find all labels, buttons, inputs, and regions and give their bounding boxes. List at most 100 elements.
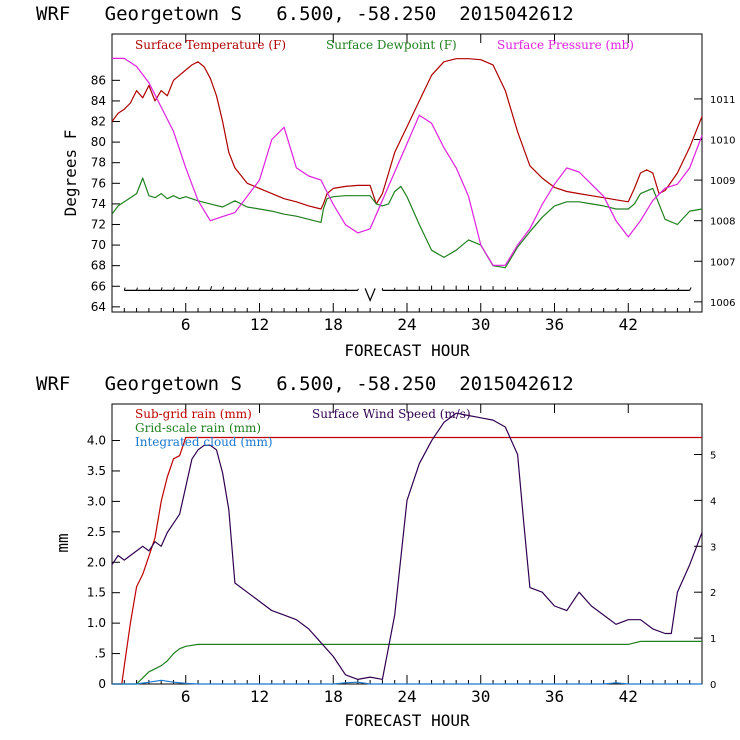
x-tick-label: 6 [181, 315, 191, 334]
y-tick-label: 66 [91, 279, 106, 293]
y2-tick-label: 2 [710, 588, 716, 599]
grid-scale-rain-line [112, 640, 702, 685]
wind-barb [234, 287, 237, 291]
x-tick-label: 12 [250, 687, 269, 706]
legend-integrated-cloud: Integrated cloud (mm) [135, 435, 273, 449]
x-axis-label: FORECAST HOUR [344, 341, 470, 360]
surface-pressure-line [112, 57, 703, 266]
temperature-panel: WRF Georgetown S 6.500, -58.250 20150426… [36, 3, 735, 360]
precipitation-panel: WRF Georgetown S 6.500, -58.250 20150426… [36, 373, 716, 730]
wind-barb [148, 287, 151, 291]
wind-barb [652, 287, 656, 291]
legend-gridscale-rain: Grid-scale rain (mm) [135, 421, 261, 435]
y-tick-label: 3.0 [87, 494, 106, 508]
wind-barb [603, 287, 607, 291]
surface-wind-speed-line [111, 412, 703, 681]
y-tick-label: 68 [91, 259, 106, 273]
x-tick-label: 6 [181, 687, 191, 706]
y-tick-label: 1.5 [87, 586, 106, 600]
x-tick-label: 36 [545, 315, 564, 334]
y-tick-label: 82 [91, 115, 106, 129]
calm-wind-marker [364, 288, 376, 302]
x-tick-label: 36 [545, 687, 564, 706]
y-axis-right: 0 1 2 3 4 5 [694, 450, 716, 691]
wind-barb [185, 286, 188, 291]
y-tick-label: 72 [91, 217, 106, 231]
wind-barb [172, 287, 175, 291]
y-tick-label: 86 [91, 73, 106, 87]
wind-barb [283, 287, 286, 291]
integrated-cloud-line [112, 679, 702, 685]
surface-dewpoint-line [111, 177, 703, 269]
plot-frame [111, 33, 703, 313]
y-axis-label: mm [53, 533, 72, 552]
y2-tick-label: 3 [710, 542, 716, 553]
series-group [111, 412, 703, 685]
y2-tick-label: 5 [710, 450, 716, 461]
y-axis-label: Degrees F [61, 130, 80, 217]
y-tick-label: 84 [91, 94, 106, 108]
wind-barb [676, 287, 680, 291]
y-tick-label: 2.0 [87, 555, 106, 569]
wind-barb [541, 287, 544, 291]
y-axis-right: 1006 1007 1008 1009 1010 1011 [694, 95, 735, 309]
wind-barb [209, 286, 213, 291]
x-tick-label: 18 [324, 687, 343, 706]
wind-barb [566, 287, 569, 291]
y2-tick-label: 1007 [710, 257, 735, 268]
y-tick-label: 2.5 [87, 525, 106, 539]
y-tick-label: .5 [95, 647, 106, 661]
wind-barb [308, 287, 310, 291]
y-tick-label: 0 [98, 677, 106, 691]
x-tick-label: 42 [619, 315, 638, 334]
wind-barb [271, 287, 274, 291]
x-tick-label: 30 [471, 687, 490, 706]
wind-barb [259, 287, 261, 291]
y-tick-label: 76 [91, 176, 106, 190]
wind-barb [689, 287, 692, 291]
x-tick-label: 24 [397, 687, 416, 706]
y2-tick-label: 1006 [710, 298, 735, 309]
y-tick-label: 1.0 [87, 616, 106, 630]
wind-barb [246, 287, 249, 291]
sub-grid-rain-line [112, 436, 702, 685]
legend-wind-speed: Surface Wind Speed (m/s) [312, 407, 471, 421]
x-tick-label: 24 [397, 315, 416, 334]
y-tick-label: 64 [91, 300, 106, 314]
x-axis: 6 12 18 24 30 36 42 [123, 34, 691, 334]
y2-tick-label: 0 [710, 680, 716, 691]
panel-title: WRF Georgetown S 6.500, -58.250 20150426… [36, 373, 574, 395]
wind-barb [664, 287, 668, 291]
panel-title: WRF Georgetown S 6.500, -58.250 20150426… [36, 3, 574, 25]
wind-barb [591, 287, 594, 291]
wind-barb [160, 287, 163, 291]
x-tick-label: 30 [471, 315, 490, 334]
wind-barb [640, 287, 644, 291]
legend-pressure: Surface Pressure (mb) [497, 38, 634, 52]
y-tick-label: 80 [91, 135, 106, 149]
wind-barb [627, 288, 632, 291]
y-tick-label: 78 [91, 156, 106, 170]
y-tick-label: 74 [91, 197, 106, 211]
y-axis-left: 0 .5 1.0 1.5 2.0 2.5 3.0 3.5 4.0 [87, 434, 120, 691]
legend-temperature: Surface Temperature (F) [135, 38, 286, 52]
y2-tick-label: 1011 [710, 95, 735, 106]
x-tick-label: 42 [619, 687, 638, 706]
wind-barb [554, 287, 557, 291]
y-tick-label: 3.5 [87, 464, 106, 478]
wind-barb [136, 287, 138, 291]
legend-dewpoint: Surface Dewpoint (F) [326, 38, 457, 52]
series-group [111, 57, 703, 269]
x-tick-label: 18 [324, 315, 343, 334]
legend-subgrid-rain: Sub-grid rain (mm) [135, 407, 252, 421]
y-axis-left: 64 66 68 70 72 74 76 78 80 82 84 86 [91, 73, 120, 314]
y2-tick-label: 4 [710, 496, 716, 507]
y2-tick-label: 1010 [710, 136, 735, 147]
y-tick-label: 70 [91, 238, 106, 252]
wind-barb [295, 287, 298, 291]
wind-barb [222, 286, 225, 291]
y2-tick-label: 1008 [710, 217, 735, 228]
wind-barb [332, 288, 335, 291]
y2-tick-label: 1009 [710, 176, 735, 187]
